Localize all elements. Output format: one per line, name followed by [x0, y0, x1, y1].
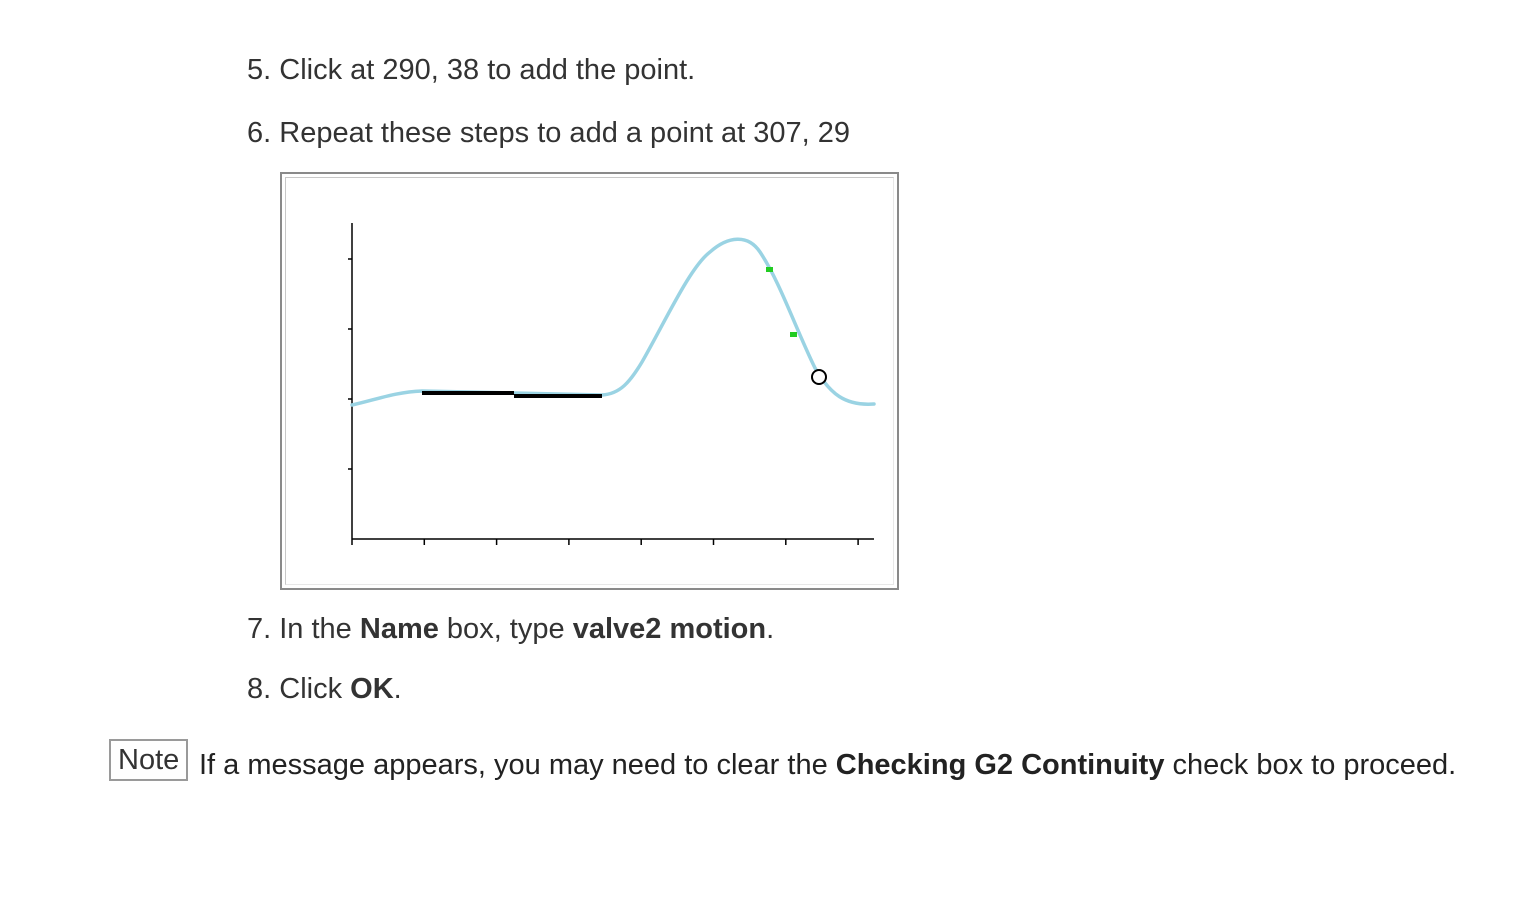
step-text: In the: [279, 613, 360, 645]
step-number: 7.: [247, 613, 272, 645]
step-text: Repeat these steps to add a point at 307…: [279, 117, 851, 149]
figure-inner-frame: [285, 177, 894, 585]
g2-continuity-checkbox-label: Checking G2 Continuity: [835, 749, 1165, 781]
note-badge: Note: [109, 739, 189, 781]
step-number: 5.: [247, 54, 272, 86]
step-text: .: [393, 673, 402, 705]
added-point-2: [790, 332, 797, 337]
step-number: 8.: [247, 673, 272, 705]
name-box-label: Name: [359, 613, 439, 645]
note-text-part: check box to proceed.: [1164, 749, 1457, 781]
step-text: .: [766, 613, 775, 645]
motion-name-value: valve2 motion: [572, 613, 767, 645]
ok-button-label: OK: [350, 673, 394, 705]
cursor-circle-icon: [811, 369, 827, 385]
step-text: Click at 290, 38 to add the point.: [279, 54, 696, 86]
step-8: 8. Click OK.: [247, 672, 402, 706]
note-text-part: If a message appears, you may need to cl…: [199, 749, 836, 781]
note-text: If a message appears, you may need to cl…: [199, 744, 1459, 786]
step-7: 7. In the Name box, type valve2 motion.: [247, 612, 774, 646]
step-6: 6. Repeat these steps to add a point at …: [247, 116, 850, 150]
added-point-1: [766, 267, 773, 272]
step-5: 5. Click at 290, 38 to add the point.: [247, 53, 695, 87]
step-number: 6.: [247, 117, 272, 149]
chart-axes: [348, 223, 874, 545]
step-text: Click: [279, 673, 351, 705]
step-text: box, type: [438, 613, 573, 645]
motion-curve-chart: [348, 223, 876, 545]
motion-curve-figure: [280, 172, 899, 590]
motion-curve-line: [350, 237, 876, 407]
